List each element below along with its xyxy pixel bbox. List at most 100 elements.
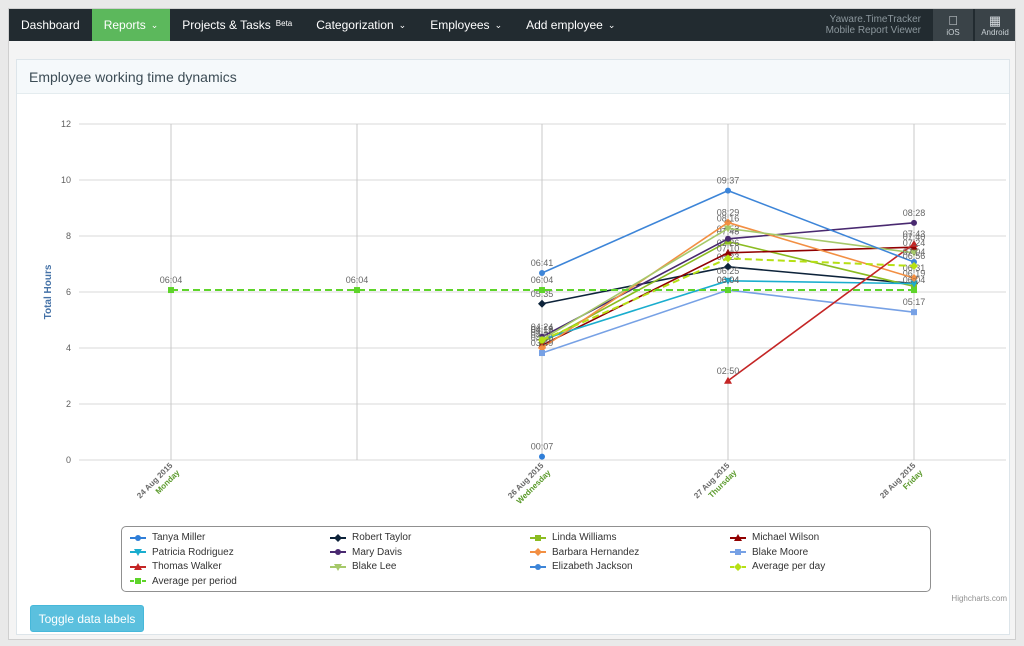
nav-item-add-employee[interactable]: Add employee ⌄ <box>514 9 627 41</box>
data-point <box>539 453 545 460</box>
legend-item-average-per-period[interactable]: Average per period <box>130 575 237 588</box>
chart-panel: Employee working time dynamics 0 2 4 6 8 10 12… <box>16 59 1010 635</box>
chevron-down-icon: ⌄ <box>150 19 159 30</box>
beta-badge: Beta <box>275 18 293 28</box>
legend-label: Mary Davis <box>352 546 403 558</box>
data-label: 02:50 <box>717 366 740 376</box>
series-thomas-walker: 02:50 07:43 <box>717 229 926 384</box>
data-label: 04:12 <box>531 327 554 337</box>
data-point <box>910 239 918 247</box>
data-point <box>724 262 732 271</box>
legend-marker <box>734 533 742 541</box>
nav-item-employees[interactable]: Employees ⌄ <box>418 9 514 41</box>
data-point <box>539 269 545 276</box>
data-label: 07:26 <box>717 238 740 248</box>
highcharts-credits[interactable]: Highcharts.com <box>951 594 1007 603</box>
legend-symbol-icon <box>130 578 146 584</box>
data-label: 06:56 <box>903 251 926 261</box>
data-label: 07:04 <box>903 247 926 257</box>
data-label: 06:04 <box>531 275 554 285</box>
data-point <box>725 287 731 294</box>
data-label: 06:25 <box>717 266 740 276</box>
legend-item-patricia-rodriguez[interactable]: Patricia Rodriguez <box>130 546 234 559</box>
android-app-link[interactable]: ▦ Android <box>975 9 1015 41</box>
data-point <box>538 336 546 345</box>
legend-item-tanya-miller[interactable]: Tanya Miller <box>130 531 205 544</box>
legend-item-barbara-hernandez[interactable]: Barbara Hernandez <box>530 546 639 559</box>
data-point <box>911 309 917 316</box>
legend-item-average-per-day[interactable]: Average per day <box>730 560 825 573</box>
nav-item-label: Projects & Tasks <box>182 18 271 32</box>
legend-item-elizabeth-jackson[interactable]: Elizabeth Jackson <box>530 560 633 573</box>
ios-app-link[interactable]:  iOS <box>933 9 973 41</box>
data-label: 06:04 <box>346 275 369 285</box>
series-blake-lee: 04:19 08:16 07:24 <box>531 213 925 344</box>
data-label: 05:17 <box>903 297 926 307</box>
nav-item-label: Reports <box>103 18 146 32</box>
data-label: 08:28 <box>903 208 926 218</box>
y-tick-label: 2 <box>66 399 71 409</box>
data-point <box>910 280 918 288</box>
legend-label: Patricia Rodriguez <box>152 546 234 558</box>
legend-symbol-icon <box>730 533 746 541</box>
data-label: 07:43 <box>903 229 926 239</box>
data-point <box>725 187 731 194</box>
legend-symbol-icon <box>530 548 546 556</box>
brand-text: Yaware.TimeTracker Mobile Report Viewer <box>826 9 931 41</box>
legend-symbol-icon <box>130 534 146 541</box>
legend-item-michael-wilson[interactable]: Michael Wilson <box>730 531 819 544</box>
nav-item-dashboard[interactable]: Dashboard <box>9 9 92 41</box>
data-point <box>910 249 918 257</box>
data-point <box>725 235 731 242</box>
chevron-down-icon: ⌄ <box>607 19 616 30</box>
legend-label: Barbara Hernandez <box>552 546 640 558</box>
top-navbar: Dashboard Reports ⌄ Projects & Tasks Beta Cat… <box>9 9 1015 41</box>
data-point <box>724 254 732 263</box>
data-point <box>538 299 546 308</box>
nav-item-projects-tasks[interactable]: Projects & Tasks Beta <box>170 9 304 41</box>
data-label: 06:04 <box>903 275 926 285</box>
legend-marker <box>134 562 142 570</box>
y-tick-label: 12 <box>61 119 71 129</box>
brand-line-1: Yaware.TimeTracker <box>829 14 921 25</box>
toggle-data-labels-button[interactable]: Toggle data labels <box>30 605 144 632</box>
legend-label: Robert Taylor <box>352 532 412 543</box>
series-average-per-day: 04:17 07:10 06:56 <box>531 243 926 345</box>
apple-icon:  <box>948 13 958 28</box>
data-point <box>538 344 546 352</box>
legend-item-mary-davis[interactable]: Mary Davis <box>330 546 402 559</box>
legend-symbol-icon <box>330 533 346 542</box>
data-point <box>539 287 545 294</box>
legend-label: Elizabeth Jackson <box>552 561 633 572</box>
legend-marker <box>135 534 141 541</box>
legend-marker <box>334 533 342 542</box>
nav-item-categorization[interactable]: Categorization ⌄ <box>304 9 418 41</box>
legend-label: Average per day <box>752 561 826 572</box>
chart-legend: Tanya Miller Robert Taylor Linda Williams M… <box>121 526 931 592</box>
legend-item-blake-lee[interactable]: Blake Lee <box>330 560 396 573</box>
series-average-per-period: 06:04 06:04 06:04 06:04 06:04 <box>160 275 926 294</box>
nav-item-reports[interactable]: Reports ⌄ <box>91 9 171 41</box>
data-label: 06:41 <box>531 258 554 268</box>
legend-item-thomas-walker[interactable]: Thomas Walker <box>130 560 222 573</box>
legend-symbol-icon <box>330 563 346 571</box>
data-point <box>724 225 732 233</box>
legend-item-linda-williams[interactable]: Linda Williams <box>530 531 616 544</box>
legend-symbol-icon <box>130 549 146 556</box>
data-label: 08:29 <box>717 208 740 218</box>
nav-right: Yaware.TimeTracker Mobile Report Viewer … <box>826 9 1015 41</box>
legend-item-blake-moore[interactable]: Blake Moore <box>730 546 808 559</box>
legend-label: Thomas Walker <box>152 561 222 572</box>
nav-menu: Dashboard Reports ⌄ Projects & Tasks Beta Cat… <box>9 9 627 41</box>
data-point <box>724 376 732 384</box>
data-label: 08:16 <box>717 213 740 223</box>
legend-label: Michael Wilson <box>752 532 820 543</box>
legend-item-robert-taylor[interactable]: Robert Taylor <box>330 531 411 544</box>
data-point <box>911 287 917 294</box>
panel-title: Employee working time dynamics <box>17 60 1009 94</box>
data-label: 06:04 <box>160 275 183 285</box>
data-point <box>539 350 545 357</box>
android-label: Android <box>981 27 1009 37</box>
